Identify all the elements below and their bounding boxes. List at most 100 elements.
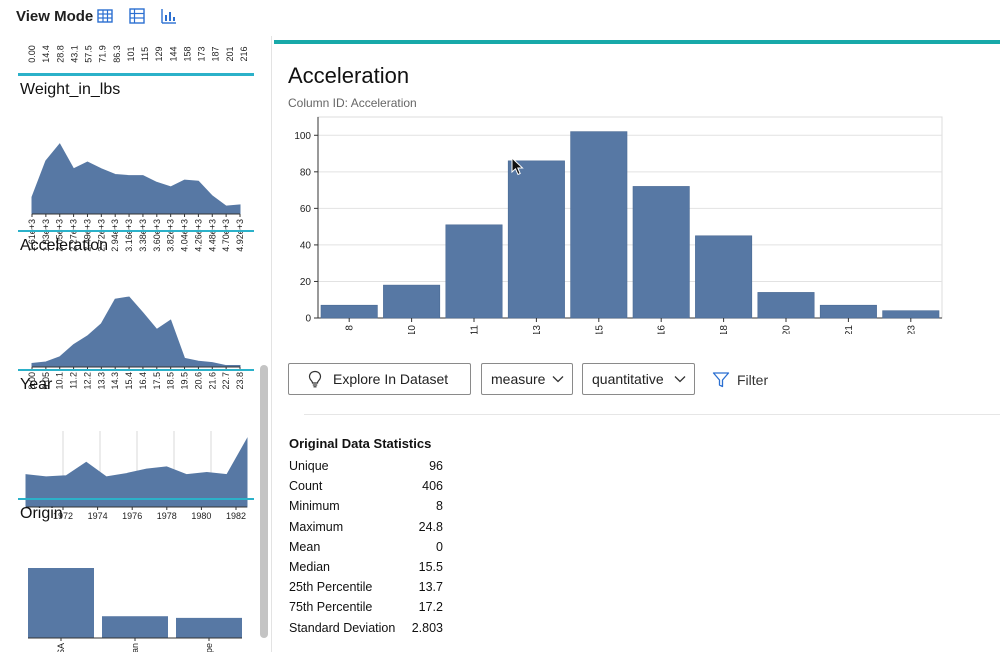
stat-value: 24.8	[418, 519, 443, 534]
stat-row: 25th Percentile 13.7	[289, 577, 443, 597]
tick-label: 11.2	[69, 372, 79, 389]
acceleration-histogram[interactable]: 8.00 9.05 10.1 11.2 12.2 13.3 14.3 15.4 16.4 17.5…	[18, 232, 254, 390]
filter-label: Filter	[737, 372, 769, 388]
x-tick-label: 8	[345, 325, 356, 331]
tick-label: 3.82e+3	[166, 219, 176, 252]
tick-label: 1982	[226, 511, 246, 521]
table-icon[interactable]	[96, 7, 114, 25]
summary-panel[interactable]: 0.00 14.4 28.8 43.1 57.5 71.9 86.3 101 115 129 144…	[0, 36, 272, 652]
stat-value: 17.2	[418, 600, 443, 615]
page-title: Acceleration	[288, 63, 410, 88]
card-title: Origin	[20, 505, 63, 522]
tick-label: 13.3	[96, 372, 106, 390]
stat-label: Maximum	[289, 519, 344, 534]
divider	[304, 414, 1000, 415]
card-weight[interactable]: Weight_in_lbs 1.61e+3 1.83e+3 2.05e+3 2.27e…	[18, 74, 254, 267]
card-origin[interactable]: Origin USA Japan Europe	[18, 498, 254, 652]
x-tick-label: 13	[532, 325, 543, 334]
tick-label: USA	[56, 643, 66, 652]
area-mark[interactable]	[31, 296, 241, 368]
x-tick-label: 21	[844, 325, 855, 334]
area-mark[interactable]	[25, 437, 248, 508]
tick-label: 14.4	[41, 45, 51, 63]
stat-row: Standard Deviation 2.803	[289, 618, 443, 638]
grid-icon[interactable]	[128, 7, 146, 25]
tick-label: 101	[126, 46, 136, 61]
stat-label: Count	[289, 479, 323, 494]
tick-label: 4.04e+3	[180, 219, 190, 252]
year-histogram[interactable]: 1972 1974 1976 1978 1980 1982	[18, 371, 254, 521]
tick-label: 9.05	[41, 372, 51, 390]
tick-label: 1.83e+3	[41, 219, 51, 252]
tick-label: 86.3	[112, 45, 122, 63]
card-year[interactable]: Year 1972 1974 1976 1978 1980 1982	[18, 369, 254, 521]
bar-23[interactable]	[882, 310, 940, 319]
card-acceleration[interactable]: Acceleration 8.00 9.05 10.1 11.2 12.2 13.3 14.…	[18, 230, 254, 390]
bar-21[interactable]	[819, 304, 877, 319]
area-mark[interactable]	[31, 143, 241, 215]
bar-20[interactable]	[757, 292, 815, 319]
tick-label: 10.1	[55, 372, 65, 390]
x-tick-label: 10	[407, 325, 418, 334]
tick-label: 3.60e+3	[152, 219, 162, 252]
x-tick-label: 16	[657, 325, 668, 334]
tick-label: 1976	[122, 511, 142, 521]
tick-label: 158	[182, 46, 192, 61]
tick-label: 3.38e+3	[138, 219, 148, 252]
card-title: Acceleration	[20, 237, 109, 254]
bar-8[interactable]	[320, 304, 378, 319]
stat-label: Minimum	[289, 499, 340, 514]
filter-icon	[712, 372, 730, 388]
scrollbar-thumb[interactable]	[260, 365, 268, 638]
bar-11[interactable]	[445, 224, 503, 319]
stat-value: 8	[436, 499, 443, 514]
stat-value: 15.5	[418, 559, 443, 574]
tick-label: 2.72e+3	[96, 219, 106, 252]
tick-label: 4.70e+3	[221, 219, 231, 252]
toolbar: View Mode	[0, 0, 1000, 34]
chevron-down-icon	[674, 376, 686, 383]
explore-in-dataset-button[interactable]: Explore In Dataset	[288, 363, 471, 395]
bar-10[interactable]	[383, 284, 441, 319]
stat-value: 13.7	[418, 580, 443, 595]
stats-title: Original Data Statistics	[289, 436, 432, 451]
tick-label: 1974	[88, 511, 108, 521]
acceleration-bar-chart[interactable]: 0 20 40 60 80 100 8 10 11 13 15 16 18 20 21 23	[280, 112, 950, 334]
card-title: Weight_in_lbs	[20, 81, 121, 98]
analytic-type-dropdown[interactable]: quantitative	[582, 363, 695, 395]
tick-label: 28.8	[55, 45, 65, 63]
stat-row: Maximum 24.8	[289, 517, 443, 537]
semantic-type-dropdown[interactable]: measure	[481, 363, 573, 395]
bar-europe[interactable]	[176, 617, 242, 638]
bar-16[interactable]	[632, 186, 690, 319]
tick-label: 1972	[53, 511, 73, 521]
chart-icon[interactable]	[160, 7, 178, 25]
stat-label: 25th Percentile	[289, 580, 373, 595]
tick-label: 14.3	[110, 372, 120, 390]
tick-label: 12.2	[82, 372, 92, 390]
y-tick-label: 100	[294, 131, 311, 142]
bar-13[interactable]	[507, 160, 565, 319]
tick-label: 15.4	[124, 372, 134, 390]
stat-value: 0	[436, 539, 443, 554]
tick-label: 17.5	[152, 372, 162, 390]
tick-label: 4.26e+3	[193, 219, 203, 252]
filter-button[interactable]: Filter	[712, 368, 768, 392]
bar-15[interactable]	[570, 131, 628, 319]
weight-histogram[interactable]: 1.61e+3 1.83e+3 2.05e+3 2.27e+3 2.49e+3 2.72e…	[18, 76, 254, 266]
stat-label: Unique	[289, 459, 329, 473]
bar-18[interactable]	[695, 235, 753, 319]
stat-label: 75th Percentile	[289, 600, 373, 615]
card-title: Year	[20, 376, 53, 393]
tick-label: 3.16e+3	[124, 219, 134, 252]
tick-label: 1.61e+3	[27, 219, 37, 252]
bar-usa[interactable]	[28, 568, 94, 638]
tick-label: 57.5	[84, 45, 94, 63]
stat-value: 406	[422, 479, 443, 494]
tick-label: 115	[140, 47, 150, 61]
stat-row: 75th Percentile 17.2	[289, 597, 443, 617]
mouse-cursor-icon	[511, 157, 524, 176]
origin-bar-chart[interactable]: USA Japan Europe	[18, 500, 254, 652]
bar-japan[interactable]	[102, 616, 168, 638]
explore-label: Explore In Dataset	[333, 371, 449, 387]
